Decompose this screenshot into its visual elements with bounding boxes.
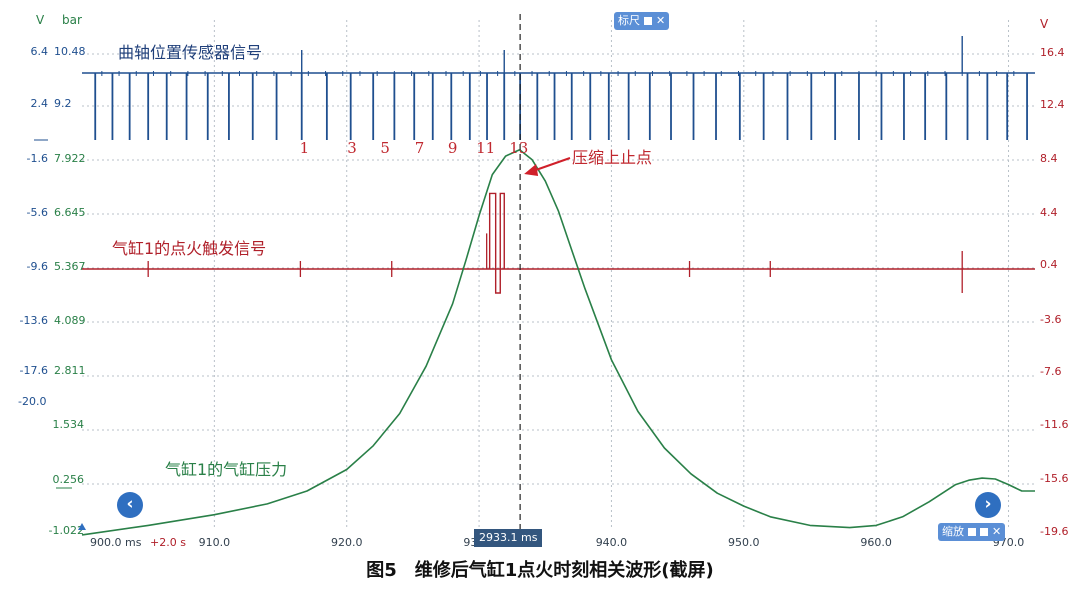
x-axis-tick-label: 950.0 [728, 536, 760, 548]
right-axis-v-label: -3.6 [1040, 313, 1061, 326]
left-unit-v: V [36, 13, 45, 27]
left-axis-v-label: -17.6 [20, 364, 48, 377]
right-axis-v-label: -7.6 [1040, 365, 1061, 378]
x-axis-tick-label: 940.0 [596, 536, 628, 548]
ignition-signal-label: 气缸1的点火触发信号 [112, 239, 266, 258]
start-marker-icon [78, 523, 86, 530]
right-axis-v-label: 4.4 [1040, 206, 1058, 219]
left-axis-bar-label: 10.48 [54, 45, 86, 58]
left-axis-bar-label: 0.256 [53, 473, 85, 486]
left-axis-bar-label: -1.022 [49, 524, 84, 537]
left-axis-v-label: -9.6 [27, 260, 48, 273]
left-axis-v-label: -13.6 [20, 314, 48, 327]
left-axis-v-label: 2.4 [31, 97, 49, 110]
square-icon [644, 17, 652, 25]
zoom-chip[interactable]: 缩放 ✕ [938, 523, 1006, 541]
pressure-trace [81, 149, 1035, 536]
right-axis-v-label: 16.4 [1040, 46, 1065, 59]
left-axis-bar-label: 4.089 [54, 314, 86, 327]
right-axis-v-label: 8.4 [1040, 152, 1058, 165]
right-axis-v-label: 0.4 [1040, 258, 1058, 271]
tooth-number-label: 13 [509, 139, 528, 157]
right-axis-v-label: 12.4 [1040, 98, 1065, 111]
tooth-number-label: 9 [448, 139, 458, 157]
left-unit-bar: bar [62, 13, 82, 27]
right-unit-v: V [1040, 17, 1049, 31]
right-axis-v-label: -11.6 [1040, 418, 1068, 431]
left-axis-bar-label: 9.2 [54, 97, 72, 110]
square-icon [980, 528, 988, 536]
cursor-time-readout[interactable]: 2933.1 ms [474, 529, 543, 547]
left-axis-v-label: -5.6 [27, 206, 48, 219]
tooth-number-label: 1 [300, 139, 310, 157]
square-icon [968, 528, 976, 536]
left-axis-bar-label: 2.811 [54, 364, 86, 377]
left-axis-bar-label: 5.367 [54, 260, 86, 273]
left-axis-bar-label: 1.534 [53, 418, 85, 431]
x-axis-tick-label: 910.0 [199, 536, 231, 548]
x-axis-start-label: 900.0 ms [90, 536, 142, 548]
ruler-label: 标尺 [618, 14, 640, 27]
scroll-left-button[interactable]: ‹ [117, 492, 143, 518]
pressure-signal-label: 气缸1的气缸压力 [165, 460, 287, 479]
left-axis-bar-label: 6.645 [54, 206, 86, 219]
x-axis-tick-label: 960.0 [860, 536, 892, 548]
x-axis-tick-label: 920.0 [331, 536, 363, 548]
scroll-right-button[interactable]: › [975, 492, 1001, 518]
figure-caption: 图5 维修后气缸1点火时刻相关波形(截屏) [366, 560, 714, 581]
zoom-label: 缩放 [942, 525, 964, 538]
ruler-chip[interactable]: 标尺 ✕ [614, 12, 670, 30]
left-axis-v-label: 6.4 [31, 45, 49, 58]
left-axis-bar-label: 7.922 [54, 152, 86, 165]
chevron-left-icon: ‹ [126, 494, 134, 514]
ignition-pulse [488, 192, 505, 294]
tooth-number-label: 11 [476, 139, 495, 157]
tdc-label: 压缩上止点 [572, 148, 652, 167]
tooth-number-label: 3 [347, 139, 357, 157]
close-icon[interactable]: ✕ [656, 14, 666, 27]
tdc-arrow-head-icon [524, 164, 539, 176]
left-axis-v-label: -1.6 [27, 152, 48, 165]
crank-signal-label: 曲轴位置传感器信号 [118, 43, 262, 62]
right-axis-v-label: -15.6 [1040, 472, 1068, 485]
tooth-number-label: 5 [380, 139, 390, 157]
left-axis-v-label: -20.0 [18, 395, 46, 408]
x-axis-offset-label: +2.0 s [150, 536, 186, 548]
close-icon[interactable]: ✕ [992, 525, 1002, 538]
tooth-number-label: 7 [415, 139, 425, 157]
right-axis-v-label: -19.6 [1040, 525, 1068, 538]
chevron-right-icon: › [984, 494, 992, 514]
